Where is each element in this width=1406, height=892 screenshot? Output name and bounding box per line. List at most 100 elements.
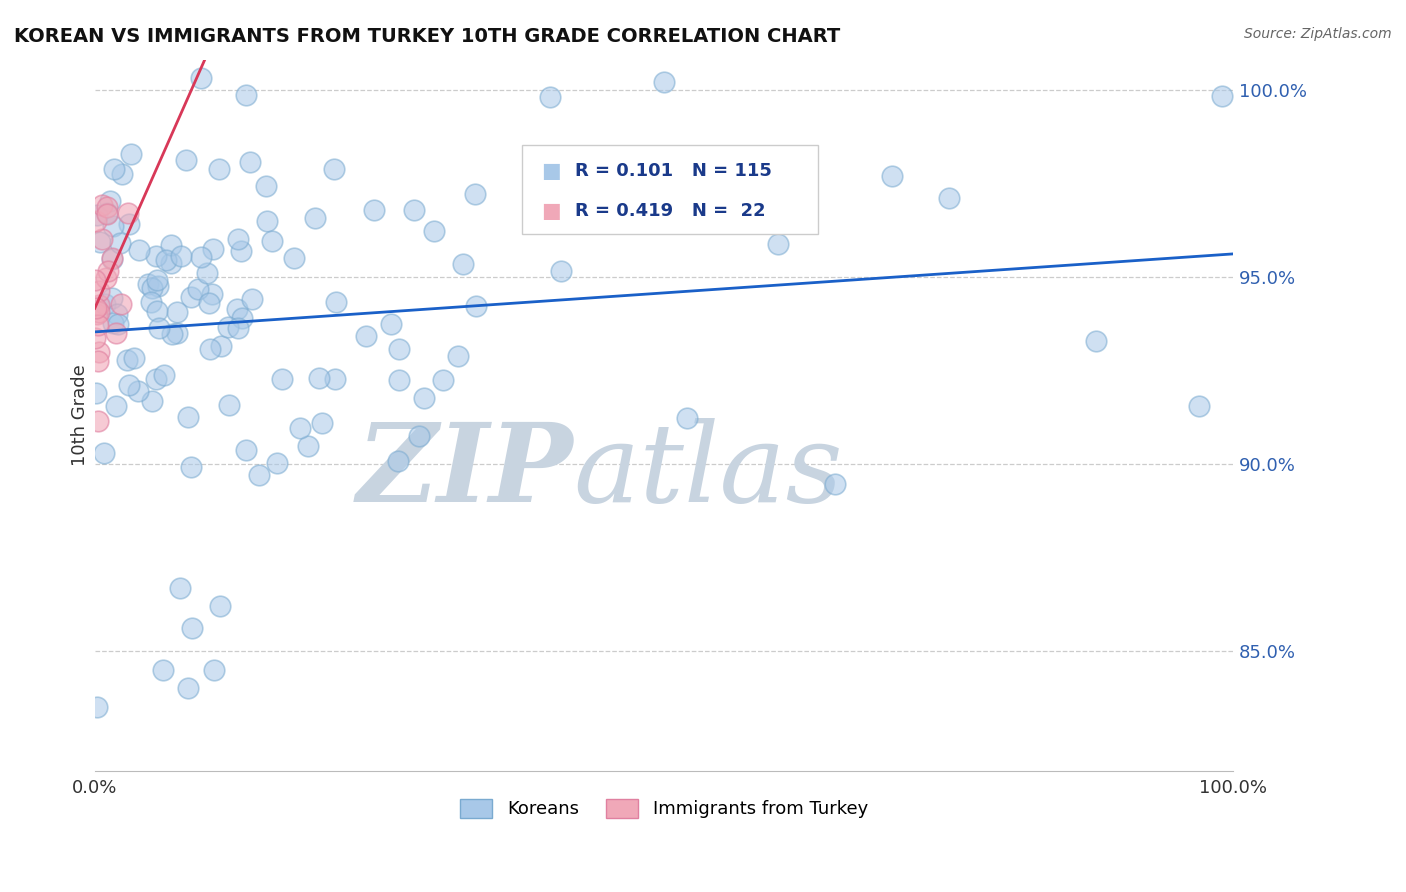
Point: [98, 194, 121, 209]
Point: [91, 232, 114, 246]
Point: [256, 179, 278, 194]
Point: [311, 417, 333, 431]
Text: atlas: atlas: [572, 418, 842, 525]
Point: [323, 372, 346, 386]
Point: [423, 224, 446, 238]
Point: [190, 250, 212, 264]
Point: [146, 304, 169, 318]
Point: [190, 71, 212, 86]
Point: [256, 214, 278, 228]
Point: [325, 295, 347, 310]
Point: [766, 237, 789, 252]
Point: [262, 234, 284, 248]
Point: [207, 162, 229, 177]
Point: [96, 206, 118, 220]
Point: [880, 169, 903, 183]
Point: [408, 428, 430, 442]
Point: [96, 200, 118, 214]
Point: [308, 371, 330, 385]
Point: [86, 208, 108, 222]
Point: [166, 304, 188, 318]
Point: [146, 278, 169, 293]
Point: [84, 301, 107, 315]
Point: [297, 439, 319, 453]
Point: [201, 286, 224, 301]
Point: [231, 310, 253, 325]
Point: [322, 161, 344, 176]
Point: [198, 342, 221, 356]
Point: [139, 294, 162, 309]
Point: [141, 394, 163, 409]
Point: [87, 284, 110, 298]
Point: [104, 399, 127, 413]
Point: [100, 251, 122, 265]
Point: [271, 372, 294, 386]
Point: [103, 219, 125, 233]
Point: [117, 206, 139, 220]
Point: [388, 373, 411, 387]
Point: [235, 443, 257, 458]
Point: [198, 295, 221, 310]
Point: [231, 244, 253, 258]
Point: [86, 414, 108, 428]
Point: [111, 167, 134, 181]
Point: [388, 343, 411, 357]
Point: [404, 203, 426, 218]
FancyBboxPatch shape: [522, 145, 818, 234]
Point: [652, 75, 675, 89]
Point: [155, 253, 177, 268]
Point: [89, 235, 111, 250]
Point: [146, 272, 169, 286]
Point: [141, 280, 163, 294]
Point: [118, 217, 141, 231]
Point: [148, 321, 170, 335]
Point: [160, 237, 183, 252]
Text: R = 0.419   N =  22: R = 0.419 N = 22: [575, 202, 766, 219]
Point: [177, 681, 200, 696]
Point: [209, 599, 232, 613]
Point: [239, 155, 262, 169]
Point: [105, 307, 128, 321]
Point: [195, 266, 218, 280]
Point: [824, 477, 846, 491]
Point: [84, 385, 107, 400]
Point: [202, 242, 225, 256]
Point: [226, 320, 249, 334]
Point: [226, 301, 249, 316]
Point: [465, 299, 488, 313]
Point: [166, 326, 188, 341]
Text: R = 0.101   N = 115: R = 0.101 N = 115: [575, 162, 772, 180]
Text: ■: ■: [541, 161, 561, 181]
Point: [87, 298, 110, 312]
Point: [550, 264, 572, 278]
Point: [226, 232, 249, 246]
Text: KOREAN VS IMMIGRANTS FROM TURKEY 10TH GRADE CORRELATION CHART: KOREAN VS IMMIGRANTS FROM TURKEY 10TH GR…: [14, 27, 841, 45]
Point: [538, 90, 561, 104]
Point: [187, 282, 209, 296]
Point: [145, 372, 167, 386]
Point: [97, 264, 120, 278]
Point: [91, 198, 114, 212]
Point: [218, 398, 240, 412]
Point: [675, 410, 697, 425]
Point: [247, 468, 270, 483]
Point: [110, 236, 132, 251]
Point: [84, 213, 107, 227]
Point: [235, 88, 257, 103]
Point: [96, 207, 118, 221]
Point: [87, 305, 110, 319]
Point: [177, 410, 200, 425]
Point: [180, 290, 202, 304]
Point: [84, 273, 107, 287]
Point: [209, 339, 232, 353]
Point: [100, 252, 122, 267]
Point: [451, 257, 474, 271]
Point: [162, 326, 184, 341]
Point: [115, 352, 138, 367]
Point: [202, 663, 225, 677]
Point: [87, 344, 110, 359]
Point: [1188, 399, 1211, 413]
Point: [87, 353, 110, 368]
Point: [122, 351, 145, 366]
Text: Source: ZipAtlas.com: Source: ZipAtlas.com: [1244, 27, 1392, 41]
